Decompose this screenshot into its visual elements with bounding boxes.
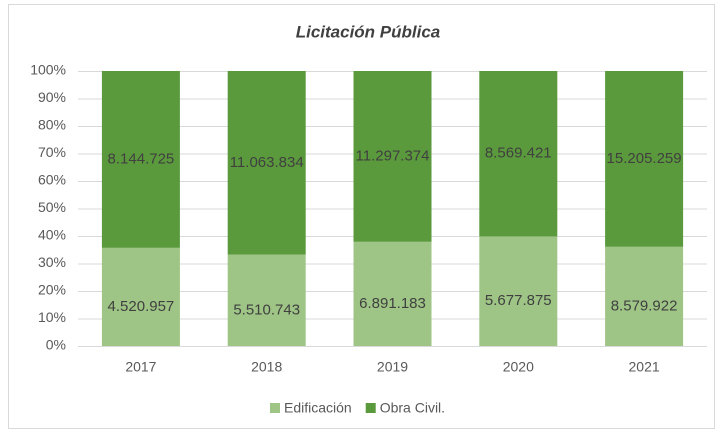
y-tick-label: 90% — [38, 89, 66, 105]
y-tick-label: 100% — [30, 62, 66, 78]
y-tick-label: 30% — [38, 254, 66, 270]
y-tick-label: 20% — [38, 282, 66, 298]
y-tick-label: 40% — [38, 227, 66, 243]
bar-segment — [353, 71, 432, 242]
legend-label: Edificación — [284, 400, 352, 416]
data-label: 5.510.743 — [233, 301, 300, 318]
y-tick-label: 60% — [38, 172, 66, 188]
x-tick-label: 2021 — [629, 359, 660, 375]
bar-segment — [101, 71, 180, 248]
data-label: 8.579.922 — [611, 297, 678, 314]
bar-segment — [353, 241, 432, 346]
data-label: 8.569.421 — [485, 145, 552, 162]
x-tick-label: 2020 — [503, 359, 534, 375]
x-tick-label: 2019 — [377, 359, 408, 375]
data-label: 15.205.259 — [607, 150, 682, 167]
bar-segment — [227, 71, 306, 255]
bar-segment — [479, 71, 558, 237]
legend-swatch — [270, 403, 280, 413]
bar-segment — [101, 247, 180, 346]
data-label: 8.144.725 — [108, 150, 175, 167]
data-label: 11.063.834 — [230, 154, 304, 171]
y-tick-label: 80% — [38, 117, 66, 133]
legend-label: Obra Civil. — [380, 400, 445, 416]
y-tick-label: 10% — [38, 309, 66, 325]
bar-segment — [227, 254, 306, 346]
y-tick-label: 0% — [46, 337, 66, 353]
bar-segment — [605, 246, 684, 346]
y-tick-label: 70% — [38, 144, 66, 160]
bar-segment — [605, 71, 684, 247]
data-label: 4.520.957 — [108, 298, 175, 315]
y-tick-label: 50% — [38, 199, 66, 215]
data-label: 6.891.183 — [359, 295, 426, 312]
data-label: 11.297.374 — [356, 147, 430, 164]
bar-segment — [479, 236, 558, 346]
data-label: 5.677.875 — [485, 292, 552, 309]
legend-swatch — [365, 403, 376, 413]
chart-title: Licitación Pública — [296, 22, 441, 41]
x-tick-label: 2018 — [251, 359, 282, 375]
x-tick-label: 2017 — [125, 359, 156, 375]
